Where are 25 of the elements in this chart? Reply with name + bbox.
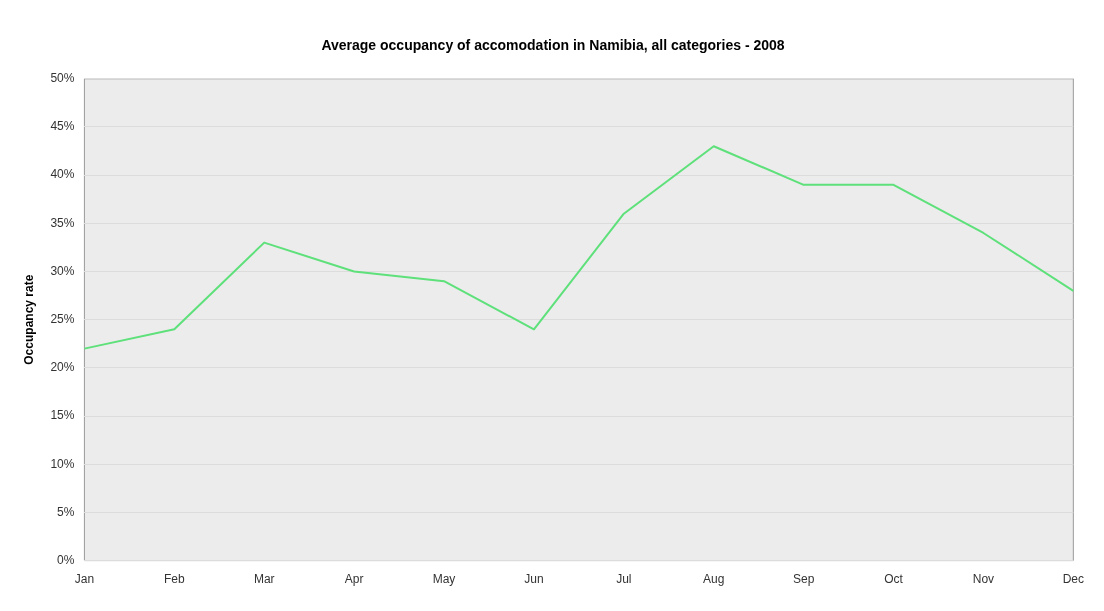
x-tick-label: Mar: [253, 572, 275, 587]
y-tick-label: 5%: [57, 504, 75, 519]
y-tick-label: 15%: [50, 408, 75, 423]
y-tick-label: 30%: [50, 263, 75, 278]
x-tick-label: Aug: [703, 572, 725, 587]
y-tick-label: 45%: [50, 119, 75, 134]
chart-title: Average occupancy of accomodation in Namibia, all categories - 2008: [321, 37, 785, 54]
y-tick-label: 35%: [50, 215, 75, 230]
x-tick-label: Jan: [74, 572, 95, 587]
y-tick-label: 0%: [57, 552, 75, 567]
x-tick-label: May: [432, 572, 456, 587]
y-tick-label: 40%: [50, 167, 75, 182]
y-tick-label: 20%: [50, 360, 75, 375]
x-tick-label: Sep: [792, 572, 815, 587]
y-tick-label: 50%: [50, 71, 75, 86]
x-tick-label: Feb: [163, 572, 185, 587]
y-tick-label: 25%: [50, 312, 75, 327]
x-tick-label: Oct: [884, 572, 904, 587]
x-tick-label: Nov: [972, 572, 995, 587]
x-tick-label: Dec: [1062, 572, 1084, 587]
x-tick-label: Jul: [616, 572, 632, 587]
x-tick-label: Jun: [524, 572, 544, 587]
y-axis-title: Occupancy rate: [21, 274, 36, 365]
x-tick-label: Apr: [344, 572, 364, 587]
y-tick-label: 10%: [50, 456, 75, 471]
